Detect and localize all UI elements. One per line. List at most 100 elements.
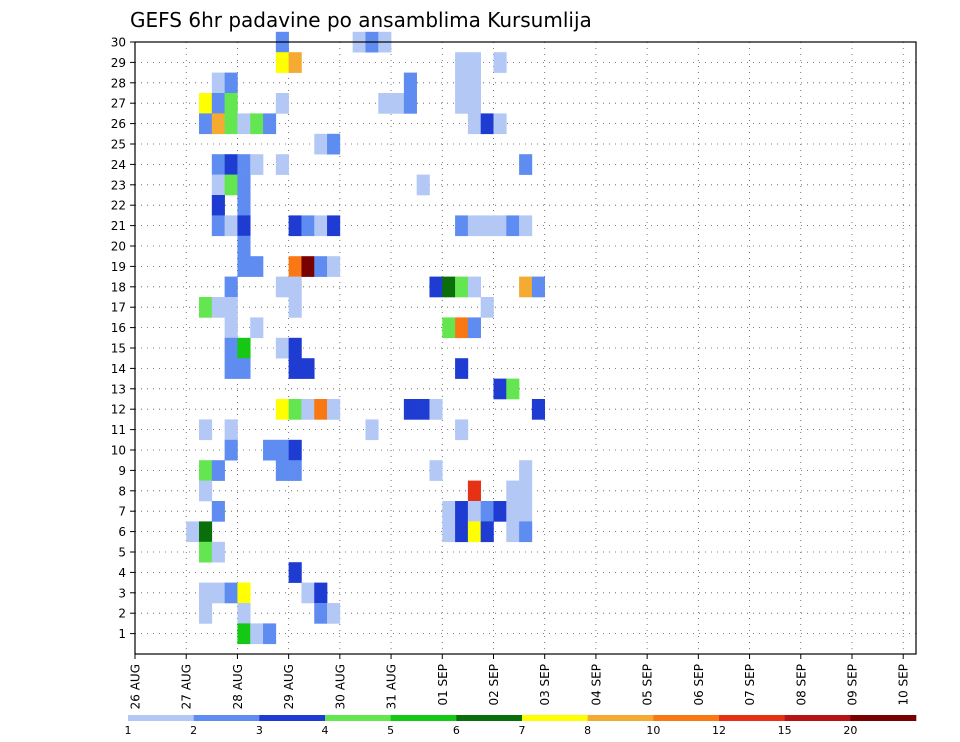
heatmap-cell bbox=[199, 541, 213, 563]
colorbar-swatch bbox=[390, 715, 457, 721]
heatmap-cell bbox=[288, 52, 302, 73]
heatmap-cell bbox=[429, 399, 443, 420]
heatmap-cell bbox=[327, 256, 341, 277]
colorbar-label: 20 bbox=[843, 724, 857, 737]
heatmap-cell bbox=[327, 215, 341, 237]
heatmap-cell bbox=[455, 419, 469, 441]
y-tick-label: 5 bbox=[118, 546, 126, 560]
heatmap-cell bbox=[237, 195, 251, 216]
heatmap-cell bbox=[199, 582, 213, 604]
x-tick-label: 28 AUG bbox=[231, 664, 245, 709]
heatmap-cell bbox=[429, 460, 443, 481]
heatmap-cell bbox=[275, 93, 289, 114]
y-tick-label: 15 bbox=[111, 342, 126, 356]
heatmap-cell bbox=[467, 480, 481, 502]
heatmap-cell bbox=[211, 154, 225, 175]
heatmap-cell bbox=[493, 501, 507, 522]
heatmap-cell bbox=[199, 419, 213, 441]
heatmap-cell bbox=[519, 480, 533, 502]
heatmap-cell bbox=[224, 93, 238, 114]
heatmap-cell bbox=[211, 93, 225, 114]
colorbar-swatch bbox=[193, 715, 260, 721]
heatmap-cell bbox=[263, 113, 277, 135]
heatmap-cell bbox=[199, 297, 213, 318]
heatmap-cell bbox=[211, 195, 225, 216]
heatmap-cell bbox=[467, 317, 481, 339]
heatmap-cell bbox=[519, 501, 533, 522]
colorbar-label: 12 bbox=[712, 724, 726, 737]
heatmap-cell bbox=[314, 215, 328, 237]
x-tick-label: 08 SEP bbox=[794, 664, 808, 706]
heatmap-cell bbox=[199, 93, 213, 114]
y-tick-label: 12 bbox=[111, 403, 126, 417]
y-tick-label: 23 bbox=[111, 178, 126, 192]
heatmap-cell bbox=[275, 399, 289, 420]
heatmap-cell bbox=[211, 297, 225, 318]
heatmap-cell bbox=[288, 297, 302, 318]
heatmap-cell bbox=[467, 215, 481, 237]
heatmap-cell bbox=[250, 256, 264, 277]
y-tick-label: 25 bbox=[111, 138, 126, 152]
x-tick-label: 27 AUG bbox=[180, 664, 194, 709]
heatmap-cell bbox=[237, 623, 251, 645]
heatmap-cell bbox=[288, 460, 302, 481]
heatmap-cell bbox=[224, 439, 238, 461]
colorbar-label: 8 bbox=[584, 724, 591, 737]
heatmap-cell bbox=[250, 113, 264, 135]
heatmap-cell bbox=[199, 603, 213, 624]
colorbar-label: 2 bbox=[190, 724, 197, 737]
heatmap-cell bbox=[288, 276, 302, 298]
heatmap-cell bbox=[211, 460, 225, 481]
x-tick-label: 03 SEP bbox=[538, 664, 552, 706]
heatmap-cell bbox=[506, 521, 520, 543]
y-tick-label: 11 bbox=[111, 423, 126, 437]
y-tick-label: 17 bbox=[111, 301, 126, 315]
heatmap-cell bbox=[480, 113, 494, 135]
heatmap-cell bbox=[519, 154, 533, 175]
heatmap-cell bbox=[275, 276, 289, 298]
heatmap-cell bbox=[391, 93, 405, 114]
y-tick-label: 6 bbox=[118, 525, 126, 539]
heatmap-cell bbox=[237, 174, 251, 196]
heatmap-cell bbox=[506, 501, 520, 522]
heatmap-cell bbox=[314, 399, 328, 420]
heatmap-cell bbox=[480, 501, 494, 522]
heatmap-cell bbox=[480, 521, 494, 543]
x-tick-label: 09 SEP bbox=[845, 664, 859, 706]
heatmap-cell bbox=[416, 174, 430, 196]
heatmap-cell bbox=[506, 480, 520, 502]
heatmap-cell bbox=[467, 72, 481, 94]
heatmap-cell bbox=[467, 501, 481, 522]
y-tick-label: 13 bbox=[111, 382, 126, 396]
heatmap-cell bbox=[288, 256, 302, 277]
heatmap-cell bbox=[224, 72, 238, 94]
colorbar-swatch bbox=[653, 715, 720, 721]
heatmap-cell bbox=[263, 623, 277, 645]
heatmap-cell bbox=[455, 52, 469, 73]
colorbar-swatch bbox=[456, 715, 523, 721]
heatmap-cell bbox=[211, 215, 225, 237]
y-tick-label: 21 bbox=[111, 219, 126, 233]
y-tick-label: 27 bbox=[111, 97, 126, 111]
heatmap-cell bbox=[455, 215, 469, 237]
heatmap-cell bbox=[314, 133, 328, 155]
heatmap-cell bbox=[224, 276, 238, 298]
heatmap-cell bbox=[301, 358, 315, 379]
y-tick-label: 7 bbox=[118, 505, 126, 519]
colorbar-label: 1 bbox=[125, 724, 132, 737]
heatmap-cell bbox=[275, 460, 289, 481]
heatmap-cell bbox=[224, 419, 238, 441]
heatmap-cell bbox=[275, 337, 289, 359]
y-tick-label: 9 bbox=[118, 464, 126, 478]
x-tick-label: 02 SEP bbox=[487, 664, 501, 706]
y-tick-label: 22 bbox=[111, 199, 126, 213]
y-tick-label: 30 bbox=[111, 36, 126, 50]
heatmap-cell bbox=[519, 460, 533, 481]
y-tick-label: 8 bbox=[118, 484, 126, 498]
heatmap-cell bbox=[224, 297, 238, 318]
heatmap-cell bbox=[211, 113, 225, 135]
heatmap-cell bbox=[288, 337, 302, 359]
heatmap-cells bbox=[186, 31, 546, 645]
heatmap-cell bbox=[455, 72, 469, 94]
heatmap-cell bbox=[275, 439, 289, 461]
